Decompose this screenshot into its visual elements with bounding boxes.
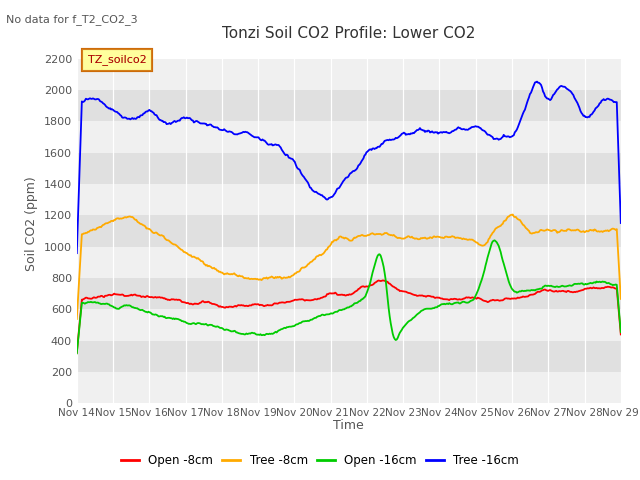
Bar bbox=[77, 184, 621, 216]
Bar bbox=[77, 372, 621, 403]
Bar bbox=[77, 216, 621, 247]
Bar bbox=[77, 121, 621, 153]
Bar bbox=[77, 278, 621, 309]
Bar bbox=[77, 59, 621, 90]
Legend: Open -8cm, Tree -8cm, Open -16cm, Tree -16cm: Open -8cm, Tree -8cm, Open -16cm, Tree -… bbox=[116, 449, 524, 472]
Y-axis label: Soil CO2 (ppm): Soil CO2 (ppm) bbox=[25, 176, 38, 271]
Legend: TZ_soilco2: TZ_soilco2 bbox=[83, 49, 152, 71]
Bar bbox=[77, 341, 621, 372]
Text: No data for f_T2_CO2_3: No data for f_T2_CO2_3 bbox=[6, 14, 138, 25]
Bar bbox=[77, 153, 621, 184]
X-axis label: Time: Time bbox=[333, 420, 364, 432]
Bar bbox=[77, 309, 621, 341]
Bar bbox=[77, 90, 621, 121]
Bar bbox=[77, 247, 621, 278]
Title: Tonzi Soil CO2 Profile: Lower CO2: Tonzi Soil CO2 Profile: Lower CO2 bbox=[222, 25, 476, 41]
